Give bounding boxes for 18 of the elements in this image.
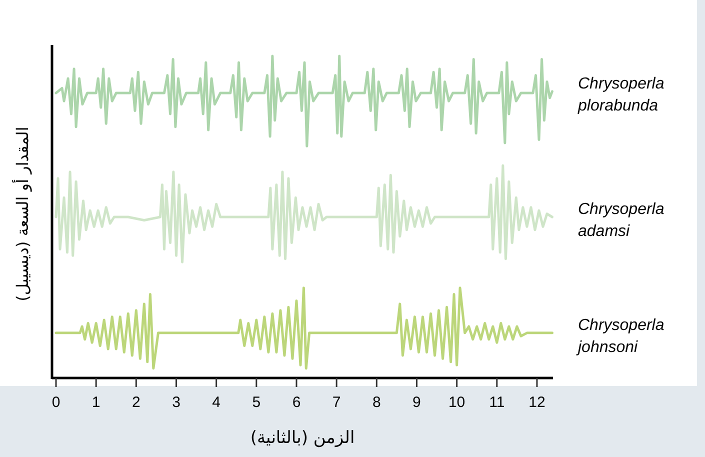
- x-tick-label: 5: [252, 394, 261, 411]
- series-label: Chrysoperla plorabunda: [577, 75, 664, 114]
- x-tick-label: 1: [92, 394, 100, 411]
- x-tick-label: 7: [332, 394, 341, 411]
- x-tick-label: 12: [528, 394, 546, 411]
- x-tick-label: 0: [52, 394, 60, 411]
- y-axis-title: المقدار أو السعة (ديسيبل): [12, 126, 32, 302]
- x-tick-label: 3: [172, 394, 180, 411]
- x-tick-label: 11: [489, 394, 505, 411]
- x-axis-title: الزمن (بالثانية): [250, 428, 355, 448]
- x-tick-label: 2: [132, 394, 140, 411]
- x-tick-label: 6: [292, 394, 301, 411]
- series-label: Chrysoperla adamsi: [578, 201, 664, 240]
- x-tick-label: 8: [372, 394, 381, 411]
- series-label: Chrysoperla johnsoni: [576, 316, 664, 356]
- x-tick-label: 4: [212, 394, 220, 411]
- x-tick-label: 10: [448, 394, 466, 411]
- x-tick-label: 9: [412, 394, 421, 411]
